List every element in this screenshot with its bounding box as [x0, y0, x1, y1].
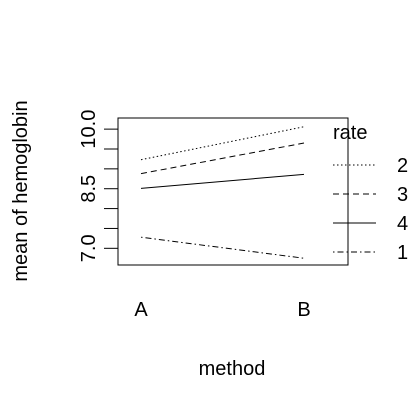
legend-label-1: 1 [397, 242, 408, 264]
legend-label-3: 3 [397, 184, 408, 206]
y-axis-label: mean of hemoglobin [10, 100, 32, 281]
x-tick-label: A [134, 299, 148, 321]
y-tick-label: 7.0 [78, 234, 100, 262]
legend: rate 2 3 4 1 [333, 122, 408, 264]
legend-label-4: 4 [397, 213, 408, 235]
series-line-3 [140, 142, 305, 175]
x-axis-label: method [199, 358, 266, 380]
y-tick-label: 10.0 [78, 110, 100, 149]
x-tick-label: B [297, 299, 310, 321]
y-tick-label: 8.5 [78, 175, 100, 203]
series-lines [140, 126, 305, 259]
legend-title: rate [333, 122, 367, 144]
series-line-2 [140, 126, 305, 161]
legend-label-2: 2 [397, 155, 408, 177]
y-axis: 7.0 8.5 10.0 [78, 110, 119, 262]
series-line-1 [140, 236, 305, 259]
plot-box [117, 117, 349, 266]
series-line-4 [140, 173, 305, 189]
